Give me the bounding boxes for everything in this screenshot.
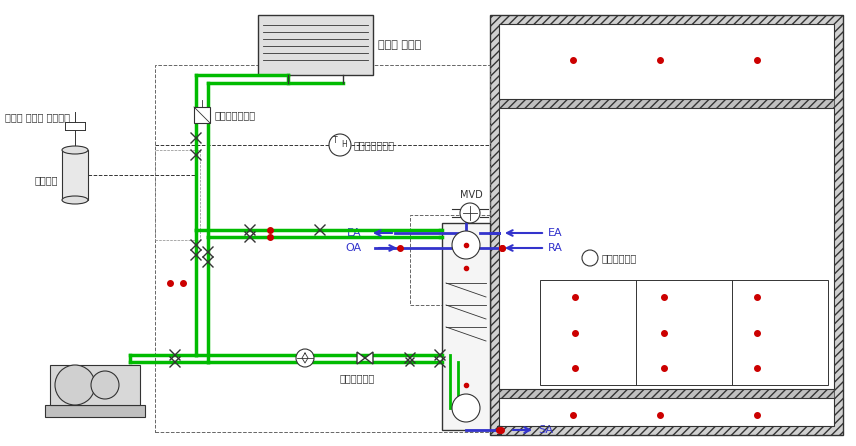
Text: MVD: MVD <box>460 190 483 200</box>
Bar <box>499 389 834 398</box>
Bar <box>50 365 140 405</box>
Text: M: M <box>71 380 79 389</box>
Circle shape <box>582 250 598 266</box>
Ellipse shape <box>62 146 88 154</box>
Text: 삼방전동밸브: 삼방전동밸브 <box>340 373 375 383</box>
Text: EA: EA <box>548 228 562 238</box>
Text: 외기온습도센서: 외기온습도센서 <box>354 140 395 150</box>
Circle shape <box>296 349 314 367</box>
Text: T: T <box>587 253 592 263</box>
Bar <box>155 65 490 432</box>
Bar <box>540 280 828 385</box>
Bar <box>45 405 145 417</box>
Bar <box>442 223 490 430</box>
Text: SA: SA <box>538 425 553 435</box>
Circle shape <box>55 365 95 405</box>
Text: 밀폐형 냉각탑: 밀폐형 냉각탑 <box>378 40 421 50</box>
Polygon shape <box>365 352 373 364</box>
Text: OA: OA <box>346 243 362 253</box>
Bar <box>155 150 200 240</box>
Bar <box>499 24 834 99</box>
Ellipse shape <box>62 196 88 204</box>
Circle shape <box>329 134 351 156</box>
Circle shape <box>452 231 480 259</box>
Text: 팽창탱크: 팽창탱크 <box>35 175 58 185</box>
Circle shape <box>452 394 480 422</box>
Bar <box>62 150 88 200</box>
Circle shape <box>91 371 119 399</box>
Polygon shape <box>357 352 365 364</box>
Text: H: H <box>341 140 347 149</box>
Text: 에틸렌 글리콜 주입장치: 에틸렌 글리콜 주입장치 <box>5 112 70 122</box>
Text: 슬레노이드밸브: 슬레노이드밸브 <box>215 110 256 120</box>
Bar <box>490 15 843 435</box>
Bar <box>410 215 490 305</box>
Circle shape <box>460 203 480 223</box>
Text: 실내온도센서: 실내온도센서 <box>602 253 637 263</box>
Bar <box>499 24 834 426</box>
Bar <box>194 107 210 123</box>
Text: T: T <box>333 136 337 145</box>
Bar <box>499 99 834 108</box>
Bar <box>499 108 834 389</box>
Bar <box>499 398 834 426</box>
Text: RA: RA <box>548 243 563 253</box>
Bar <box>258 15 373 75</box>
Text: EA: EA <box>348 228 362 238</box>
